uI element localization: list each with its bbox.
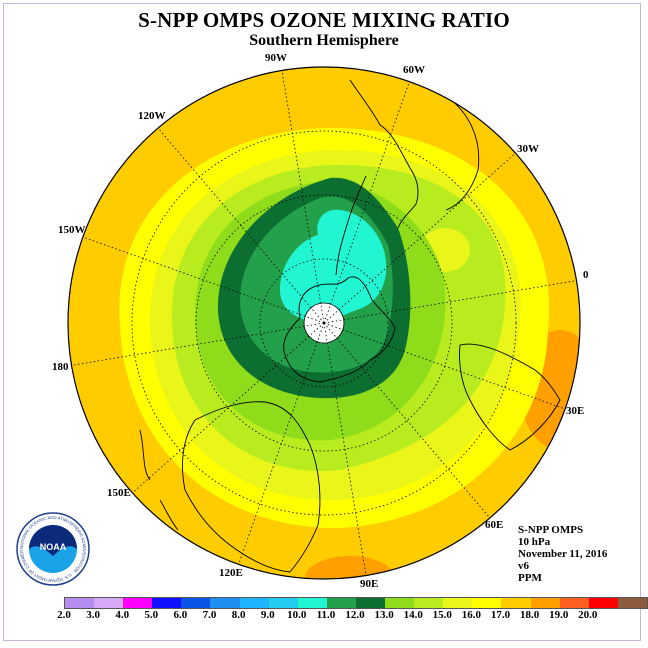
colorbar-swatch [559,598,589,608]
colorbar-tick-label: 8.0 [231,609,246,621]
colorbar-tick-label: 10.0 [287,609,307,621]
south-america-coast [349,79,419,229]
meridian-60e [323,322,491,519]
meridian-120w [157,127,325,324]
figure-frame [3,3,641,641]
lon-label-120e: 120E [219,567,243,579]
info-version: v6 [518,560,529,572]
latitude-circle-80 [259,258,389,388]
meridian-150e [129,322,325,496]
colorbar-swatch [443,598,473,608]
meridian-30w [323,150,519,324]
lon-label-30w: 30W [517,143,539,155]
colorbar-swatch [123,598,153,608]
contour-9-10 [280,209,387,322]
map-title: S-NPP OMPS OZONE MIXING RATIO [138,8,510,32]
noaa-logo: NATIONAL OCEANIC AND ATMOSPHERIC ADMINIS… [16,512,90,586]
ozone-field [68,67,580,579]
info-date: November 11, 2016 [518,548,608,560]
lon-label-90w: 90W [265,52,287,64]
colorbar-swatch [355,598,386,608]
colorbar-swatch [268,598,298,608]
info-satellite: S-NPP OMPS [518,524,584,536]
colorbar-tick-label: 11.0 [316,609,336,621]
lon-label-150e: 150E [107,487,131,499]
antarctica-coast [283,276,396,383]
colorbar-tick-label: 13.0 [374,609,394,621]
antarctic-peninsula-coast [335,175,367,276]
colorbar-swatch [326,598,356,608]
map-subtitle: Southern Hemisphere [249,32,399,49]
graticule [68,67,580,579]
lon-label-90e: 90E [360,578,378,590]
australia-coast [182,401,321,573]
colorbar-swatch [210,598,240,608]
colorbar-swatch [588,598,618,608]
colorbar-tick-label: 19.0 [549,609,569,621]
colorbar-swatch [414,598,444,608]
product-info: S-NPP OMPS 10 hPa November 11, 2016 v6 P… [518,524,607,584]
colorbar-tick-label: 12.0 [345,609,365,621]
colorbar-swatch [297,598,327,608]
africa-coast [459,343,561,451]
meridian-0 [323,279,580,324]
colorbar-tick-label: 15.0 [432,609,452,621]
lon-label-180: 180 [52,361,69,373]
colorbar-swatch [501,598,531,608]
colorbar-tick-label: 3.0 [86,609,100,621]
colorbar-tick-label: 16.0 [461,609,482,621]
colorbar-labels: 2.0 3.0 4.0 5.0 6.0 7.0 8.0 9.0 10.0 11.0 12.0 13.0… [52,609,612,623]
colorbar-tick-label: 17.0 [490,609,511,621]
new-zealand-coast [139,429,179,531]
meridian-60w [323,76,412,324]
lon-label-30e: 30E [566,405,584,417]
info-pressure: 10 hPa [518,536,551,548]
lon-label-0: 0 [583,269,589,281]
meridian-180 [68,322,325,367]
colorbar-swatch [152,598,182,608]
colorbar-swatch [94,598,124,608]
lon-label-150w: 150W [58,224,86,236]
colorbar-swatch [65,598,95,608]
colorbar-swatch [530,598,560,608]
colorbar-tick-label: 5.0 [144,609,159,621]
logo-bird-shape [29,525,77,556]
colorbar-swatch [181,598,211,608]
info-units: PPM [518,572,542,584]
globe-outline [67,66,581,580]
lon-label-120w: 120W [138,110,166,122]
south-pole-marker [322,321,326,325]
colorbar-tick-label: 6.0 [173,609,188,621]
colorbar-tick-label: 9.0 [260,609,275,621]
latitude-circle-70 [195,194,453,452]
longitude-labels: 90W 60W 30W 0 30E 60E 90E 120E 150E 180 … [52,52,589,590]
latitude-circle-60 [131,130,517,516]
colorbar-tick-label: 20.0 [578,609,598,621]
meridian-120e [236,322,325,570]
colorbar-tick-label: 14.0 [403,609,423,621]
colorbar-swatch [472,598,502,608]
colorbar [64,597,648,609]
logo-wordmark: NOAA [40,542,67,552]
south-america-east-coast [439,91,480,211]
colorbar-swatch [239,598,269,608]
colorbar-tick-label: 2.0 [57,609,71,621]
lon-label-60w: 60W [403,64,425,76]
colorbar-tick-label: 4.0 [115,609,130,621]
colorbar-tick-label: 7.0 [202,609,217,621]
colorbar-swatch [617,598,647,608]
coastlines [139,79,561,573]
lon-label-60e: 60E [485,519,503,531]
colorbar-tick-label: 18.0 [519,609,540,621]
colorbar-swatch [385,598,415,608]
pole-ring [303,302,345,344]
